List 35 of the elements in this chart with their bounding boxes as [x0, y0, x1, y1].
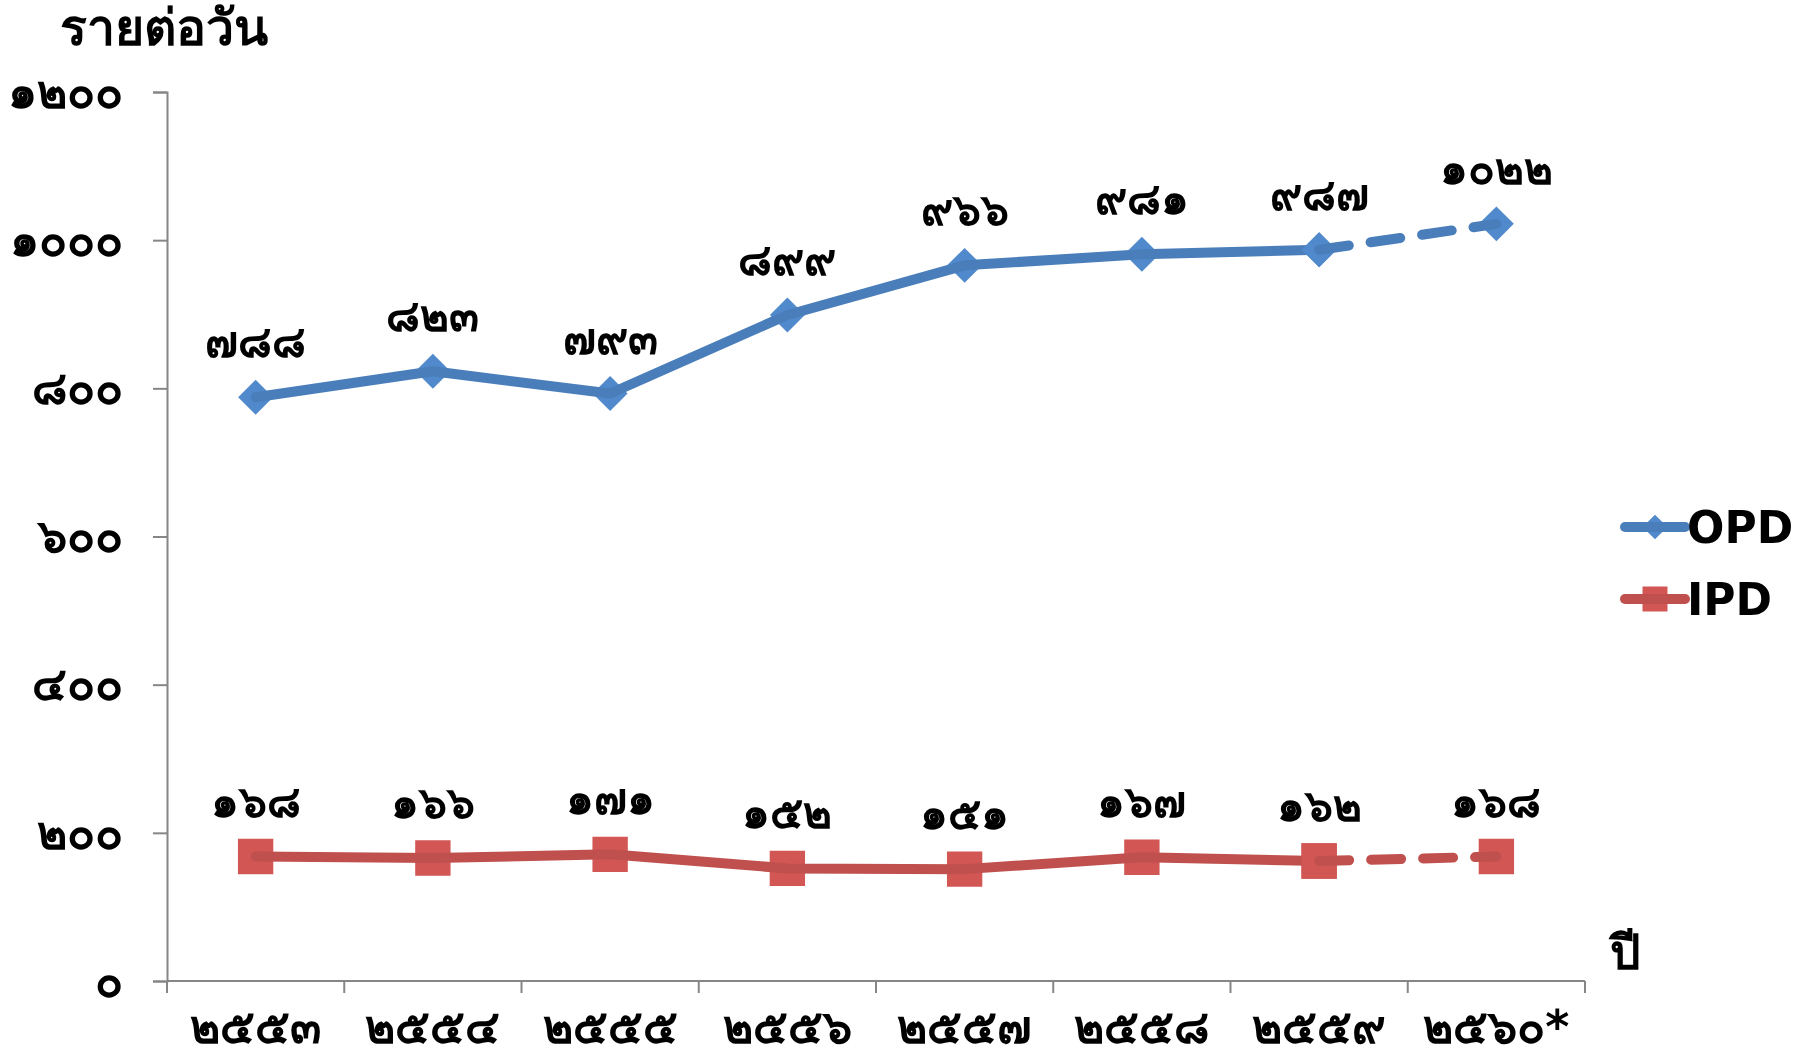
data-label: ๑๖๘	[210, 775, 301, 827]
x-tick-label: ๒๕๕๙	[1252, 1000, 1387, 1054]
data-label: ๙๖๖	[920, 184, 1009, 236]
legend-label: IPD	[1687, 573, 1773, 625]
y-tick-label: ๖๐๐	[36, 509, 123, 564]
data-label: ๑๖๘	[1451, 775, 1542, 827]
x-tick-label: ๒๕๕๔	[365, 1000, 501, 1054]
y-tick-label: ๐	[95, 953, 123, 1008]
data-label: ๑๖๒	[1276, 779, 1362, 831]
y-tick-label: ๑๐๐๐	[10, 212, 123, 267]
data-label: ๑๐๒๒	[1439, 142, 1553, 194]
data-label: ๙๘๑	[1094, 173, 1189, 225]
y-tick-label: ๔๐๐	[32, 657, 123, 712]
x-axis-title: ปี	[1608, 924, 1640, 980]
y-tick-label: ๒๐๐	[37, 805, 123, 860]
legend-label: OPD	[1687, 501, 1794, 553]
x-tick-label: ๒๕๕๕	[542, 1000, 678, 1054]
x-tick-label: ๒๕๕๖	[722, 1000, 852, 1054]
data-label: ๑๕๒	[742, 787, 833, 839]
data-label: ๗๘๘	[205, 316, 307, 368]
data-label: ๑๗๑	[565, 773, 655, 825]
y-tick-label: ๑๒๐๐	[8, 64, 123, 119]
data-label: ๙๘๗	[1269, 168, 1369, 220]
x-tick-label: ๒๕๕๘	[1074, 1000, 1210, 1054]
data-label: ๗๙๓	[562, 312, 658, 364]
x-tick-label: ๒๕๕๓	[190, 1000, 322, 1054]
data-label: ๑๕๑	[920, 788, 1010, 840]
data-label: ๑๖๖	[390, 777, 475, 829]
y-tick-label: ๘๐๐	[32, 361, 123, 416]
x-tick-label: ๒๕๕๗	[897, 1000, 1033, 1054]
data-label: ๑๖๗	[1097, 776, 1187, 828]
x-tick-label: ๒๕๖๐*	[1423, 1000, 1570, 1054]
data-label: ๘๙๙	[738, 233, 837, 285]
data-label: ๘๒๓	[386, 290, 480, 342]
y-axis-title: รายต่อวัน	[60, 0, 268, 57]
